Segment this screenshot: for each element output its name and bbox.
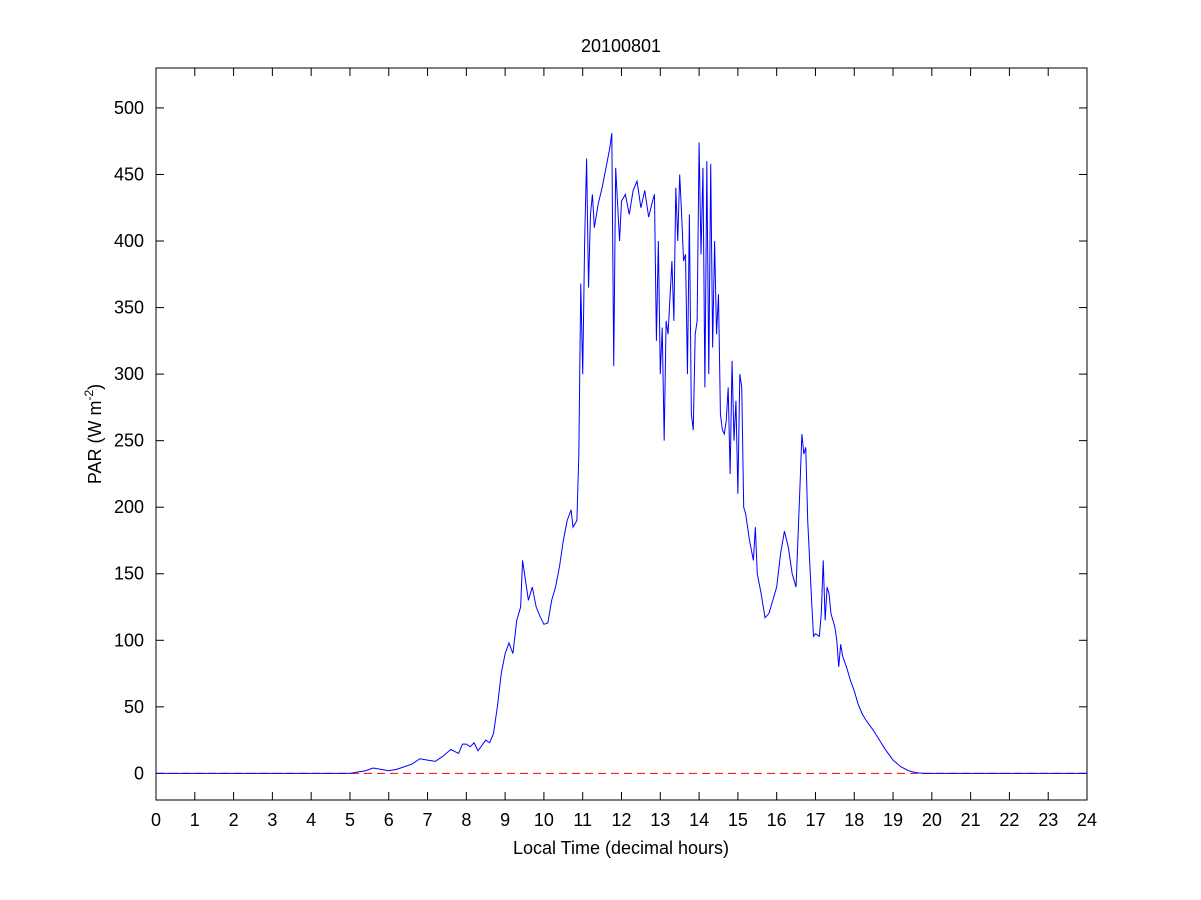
y-label-text: PAR (W m	[85, 401, 105, 485]
x-tick-label: 8	[461, 810, 471, 830]
x-tick-label: 13	[650, 810, 670, 830]
x-tick-label: 7	[423, 810, 433, 830]
x-tick-label: 16	[767, 810, 787, 830]
data-line	[156, 133, 1087, 774]
x-tick-label: 18	[844, 810, 864, 830]
y-tick-label: 300	[114, 364, 144, 384]
y-tick-label: 100	[114, 630, 144, 650]
x-tick-label: 17	[805, 810, 825, 830]
y-tick-label: 150	[114, 564, 144, 584]
y-tick-label: 450	[114, 164, 144, 184]
y-label-suffix: )	[85, 384, 105, 390]
x-tick-label: 1	[190, 810, 200, 830]
x-tick-label: 24	[1077, 810, 1097, 830]
x-tick-label: 11	[573, 810, 592, 830]
y-tick-label: 250	[114, 431, 144, 451]
x-tick-label: 6	[384, 810, 394, 830]
y-tick-label: 200	[114, 497, 144, 517]
x-tick-label: 12	[611, 810, 631, 830]
y-tick-label: 350	[114, 298, 144, 318]
chart-title: 20100801	[581, 36, 661, 56]
y-tick-label: 50	[124, 697, 144, 717]
y-tick-label: 400	[114, 231, 144, 251]
x-axis-label: Local Time (decimal hours)	[513, 838, 729, 858]
plot-frame	[155, 67, 1088, 801]
x-tick-label: 4	[306, 810, 316, 830]
x-tick-label: 19	[883, 810, 903, 830]
x-tick-label: 21	[961, 810, 981, 830]
x-tick-label: 22	[999, 810, 1019, 830]
x-tick-label: 3	[267, 810, 277, 830]
y-tick-label: 0	[134, 763, 144, 783]
x-tick-label: 10	[534, 810, 554, 830]
x-tick-label: 2	[229, 810, 239, 830]
x-tick-label: 0	[151, 810, 161, 830]
y-axis-label: PAR (W m-2)	[82, 384, 105, 484]
y-label-superscript: -2	[82, 390, 96, 401]
x-tick-label: 14	[689, 810, 709, 830]
x-tick-label: 15	[728, 810, 748, 830]
x-tick-label: 20	[922, 810, 942, 830]
x-tick-label: 5	[345, 810, 355, 830]
y-tick-label: 500	[114, 98, 144, 118]
x-tick-label: 23	[1038, 810, 1058, 830]
x-tick-label: 9	[500, 810, 510, 830]
